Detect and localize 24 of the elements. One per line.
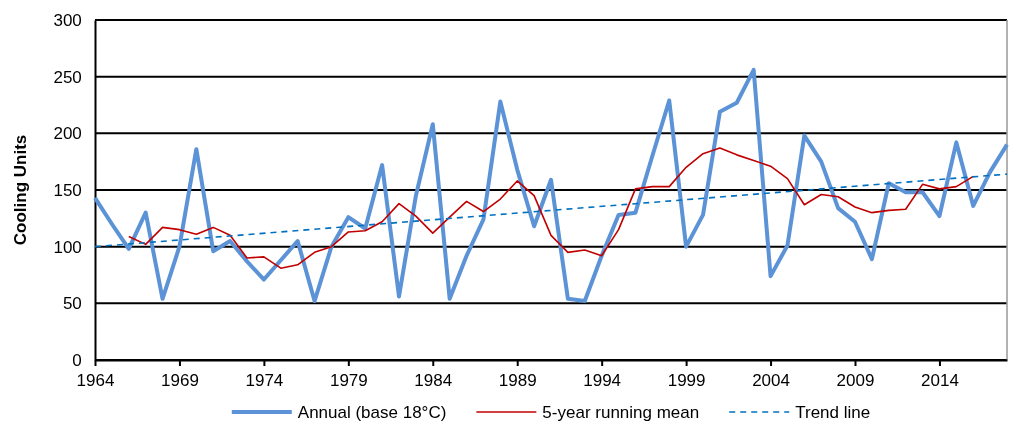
y-tick-label: 150 <box>53 180 82 200</box>
x-tick-label: 1969 <box>161 371 199 390</box>
x-tick-label: 1984 <box>414 371 453 390</box>
x-tick-label: 1964 <box>76 371 115 390</box>
y-tick-label: 100 <box>53 237 82 257</box>
y-tick-label: 300 <box>53 10 82 30</box>
x-tick-label: 1979 <box>329 371 368 390</box>
y-axis-title: Cooling Units <box>11 134 30 246</box>
x-tick-label: 1974 <box>245 371 284 390</box>
legend-label: 5-year running mean <box>542 403 700 422</box>
x-tick-label: 2009 <box>836 371 875 390</box>
line-series <box>93 67 1009 304</box>
x-tick-label: 2004 <box>752 371 790 390</box>
x-tick-label: 1989 <box>498 371 537 390</box>
line-series <box>127 147 975 269</box>
x-tick-label: 1994 <box>583 371 622 390</box>
y-tick-label: 200 <box>53 124 82 144</box>
x-tick-label: 2014 <box>921 371 959 390</box>
legend-label: Trend line <box>795 403 871 422</box>
y-tick-label: 0 <box>72 350 82 370</box>
legend-label: Annual (base 18°C) <box>297 403 447 422</box>
x-tick-label: 1999 <box>667 371 706 390</box>
y-tick-label: 50 <box>62 294 82 314</box>
y-tick-label: 250 <box>53 67 82 87</box>
